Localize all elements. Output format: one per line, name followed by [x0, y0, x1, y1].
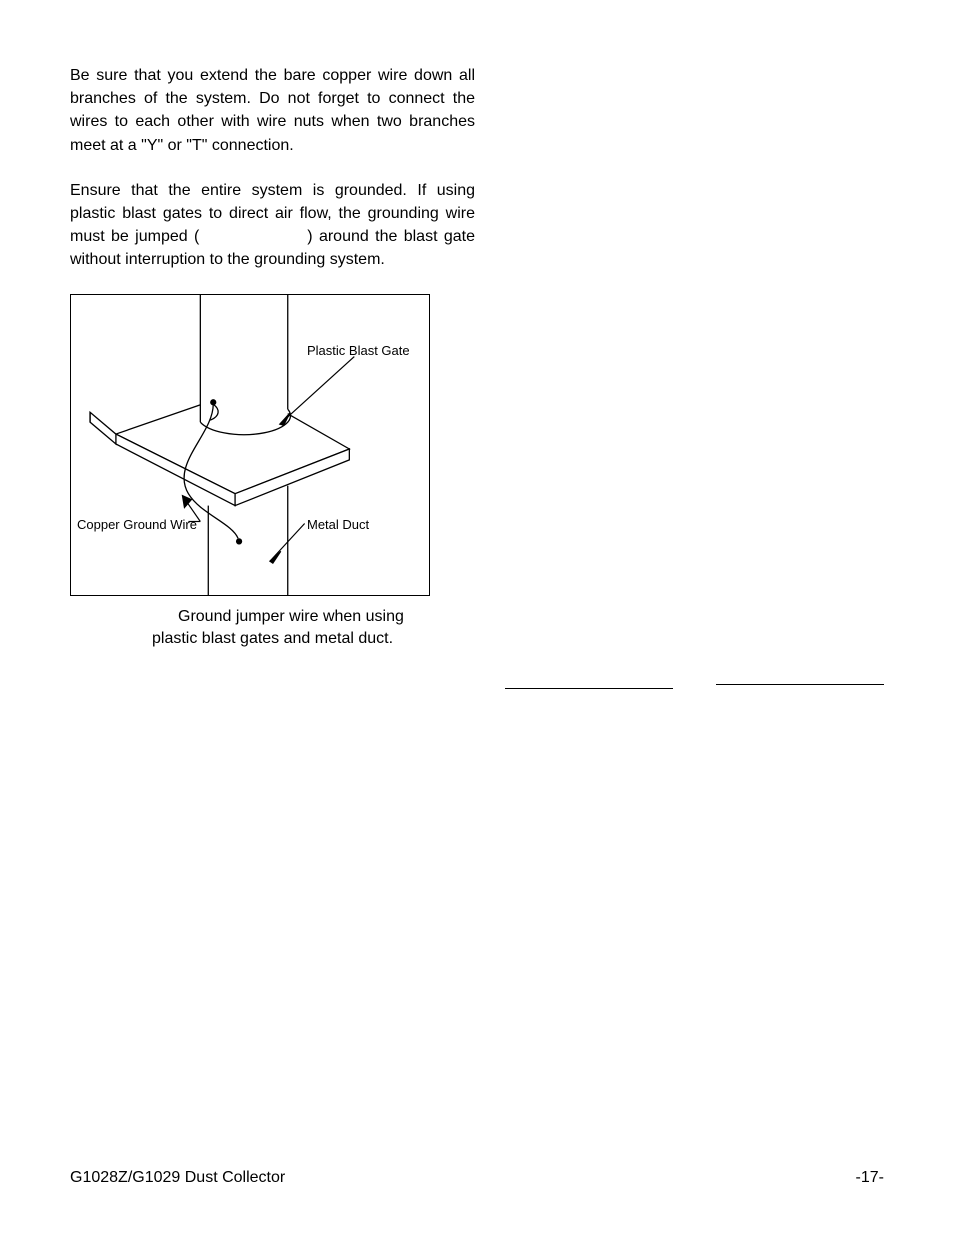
footer-left: G1028Z/G1029 Dust Collector: [70, 1169, 285, 1187]
figure-box: Plastic Blast Gate Copper Ground Wire Me…: [70, 294, 430, 596]
footer: G1028Z/G1029 Dust Collector -17-: [70, 1169, 884, 1187]
label-plastic-blast-gate: Plastic Blast Gate: [307, 343, 410, 358]
label-metal-duct: Metal Duct: [307, 517, 369, 532]
figure-caption: Ground jumper wire when using plastic bl…: [70, 606, 430, 651]
paragraph-2: Ensure that the entire system is grounde…: [70, 179, 475, 272]
figure-illustration: [71, 295, 429, 595]
rule-left: [505, 688, 673, 689]
paragraph-2-gap: [206, 228, 301, 245]
footer-right: -17-: [856, 1169, 884, 1187]
page: Be sure that you extend the bare copper …: [0, 0, 954, 1235]
paragraph-1: Be sure that you extend the bare copper …: [70, 64, 475, 157]
label-copper-ground-wire: Copper Ground Wire: [77, 517, 197, 532]
rule-right: [716, 684, 884, 685]
